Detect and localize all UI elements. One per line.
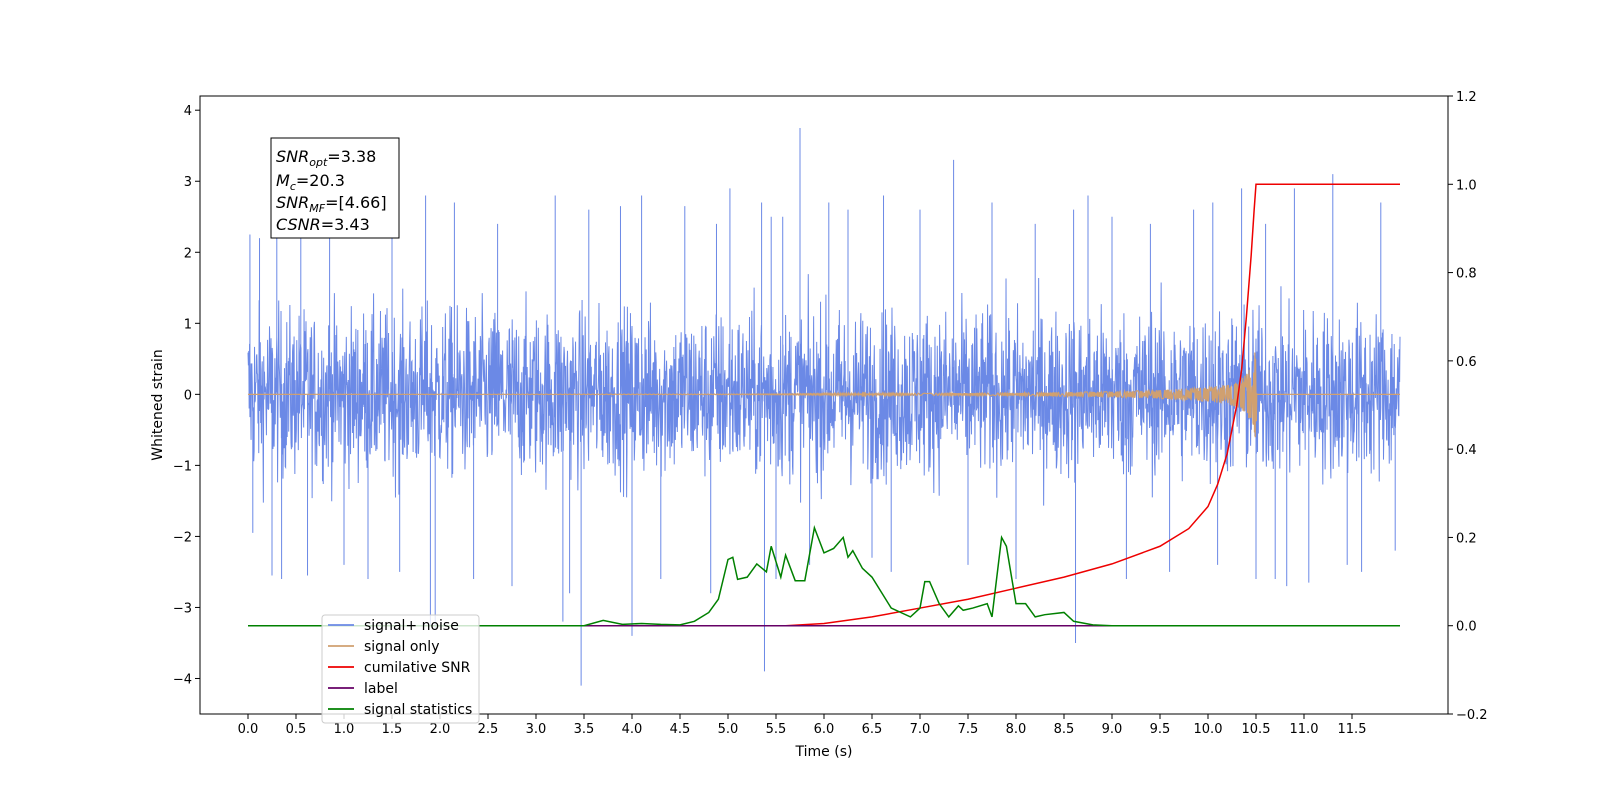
legend-frame — [321, 614, 480, 724]
legend-label-label: label — [364, 681, 398, 697]
x-tick-label: 6.5 — [862, 722, 883, 737]
y-right-tick-label: 1.0 — [1456, 178, 1477, 193]
plot-series — [247, 127, 1401, 686]
x-tick-label: 7.0 — [910, 722, 931, 737]
legend-label-signal-noise: signal+ noise — [364, 618, 459, 634]
x-tick-label: 4.0 — [622, 722, 643, 737]
x-axis: 0.0 0.5 1.0 1.5 2.0 2.5 3.0 3.5 4.0 4.5 5.0 5.5 6.0 6… — [238, 714, 1367, 737]
x-tick-label: 1.5 — [382, 722, 403, 737]
y-left-tick-label: −4 — [173, 672, 192, 687]
y-left-tick-label: 0 — [184, 388, 192, 403]
x-tick-label: 3.5 — [574, 722, 595, 737]
y-right-tick-label: 0.6 — [1456, 355, 1477, 370]
info-mc-value: =20.3 — [296, 171, 345, 190]
x-tick-label: 2.0 — [430, 722, 451, 737]
series-line-signal-noise — [247, 127, 1401, 686]
x-tick-label: 3.0 — [526, 722, 547, 737]
x-tick-label: 6.0 — [814, 722, 835, 737]
y-axis-right: −0.2 0.0 0.2 0.4 0.6 0.8 1.0 1.2 — [1448, 90, 1488, 723]
y-right-tick-label: 0.8 — [1456, 267, 1477, 282]
x-tick-label: 2.5 — [478, 722, 499, 737]
y-left-tick-label: 2 — [184, 246, 192, 261]
x-tick-label: 4.5 — [670, 722, 691, 737]
y-left-tick-label: −2 — [173, 530, 192, 545]
info-box-frame — [270, 137, 400, 239]
info-snr-mf: SNRMF=[4.66] — [276, 193, 387, 215]
legend: signal+ noise signal only cumilative SNR la… — [321, 614, 480, 724]
series-line-cumilative-snr — [248, 183, 1400, 627]
info-snr-mf-value: =[4.66] — [325, 193, 387, 212]
y-axis-label: Whitened strain — [150, 349, 166, 460]
x-tick-label: 8.0 — [1006, 722, 1027, 737]
x-tick-label: 9.0 — [1102, 722, 1123, 737]
x-tick-label: 1.0 — [334, 722, 355, 737]
x-tick-label: 0.5 — [286, 722, 307, 737]
legend-label-signal-only: signal only — [364, 639, 439, 655]
x-tick-label: 5.0 — [718, 722, 739, 737]
x-tick-label: 0.0 — [238, 722, 259, 737]
x-axis-label: Time (s) — [795, 744, 853, 760]
y-left-tick-label: 3 — [184, 175, 192, 190]
info-box: SNRopt=3.38 Mc=20.3 SNRMF=[4.66] CSNR=3.… — [270, 137, 400, 239]
info-csnr: CSNR=3.43 — [276, 215, 370, 234]
y-right-tick-label: 0.0 — [1456, 620, 1477, 635]
y-left-tick-label: −3 — [173, 601, 192, 616]
y-left-tick-label: −1 — [173, 459, 192, 474]
x-tick-label: 11.0 — [1290, 722, 1319, 737]
x-tick-label: 8.5 — [1054, 722, 1075, 737]
info-snr-opt: SNRopt=3.38 — [276, 147, 376, 169]
y-right-tick-label: −0.2 — [1456, 708, 1488, 723]
x-tick-label: 9.5 — [1150, 722, 1171, 737]
y-right-tick-label: 0.2 — [1456, 531, 1477, 546]
y-left-tick-label: 4 — [184, 104, 192, 119]
legend-label-signal-statistics: signal statistics — [364, 702, 472, 718]
info-snr-opt-value: =3.38 — [327, 147, 376, 166]
series-line-signal-only — [248, 352, 1400, 438]
x-tick-label: 10.5 — [1242, 722, 1271, 737]
series-line-signal-statistics — [248, 524, 1400, 627]
y-axis-left: −4 −3 −2 −1 0 1 2 3 4 — [173, 104, 200, 687]
info-csnr-value: =3.43 — [321, 215, 370, 234]
info-mc: Mc=20.3 — [276, 171, 345, 193]
x-tick-label: 5.5 — [766, 722, 787, 737]
y-left-tick-label: 1 — [184, 317, 192, 332]
x-tick-label: 10.0 — [1194, 722, 1223, 737]
legend-label-cumilative-snr: cumilative SNR — [364, 660, 471, 676]
y-right-tick-label: 1.2 — [1456, 90, 1477, 105]
y-right-tick-label: 0.4 — [1456, 443, 1477, 458]
x-tick-label: 11.5 — [1338, 722, 1367, 737]
x-tick-label: 7.5 — [958, 722, 979, 737]
